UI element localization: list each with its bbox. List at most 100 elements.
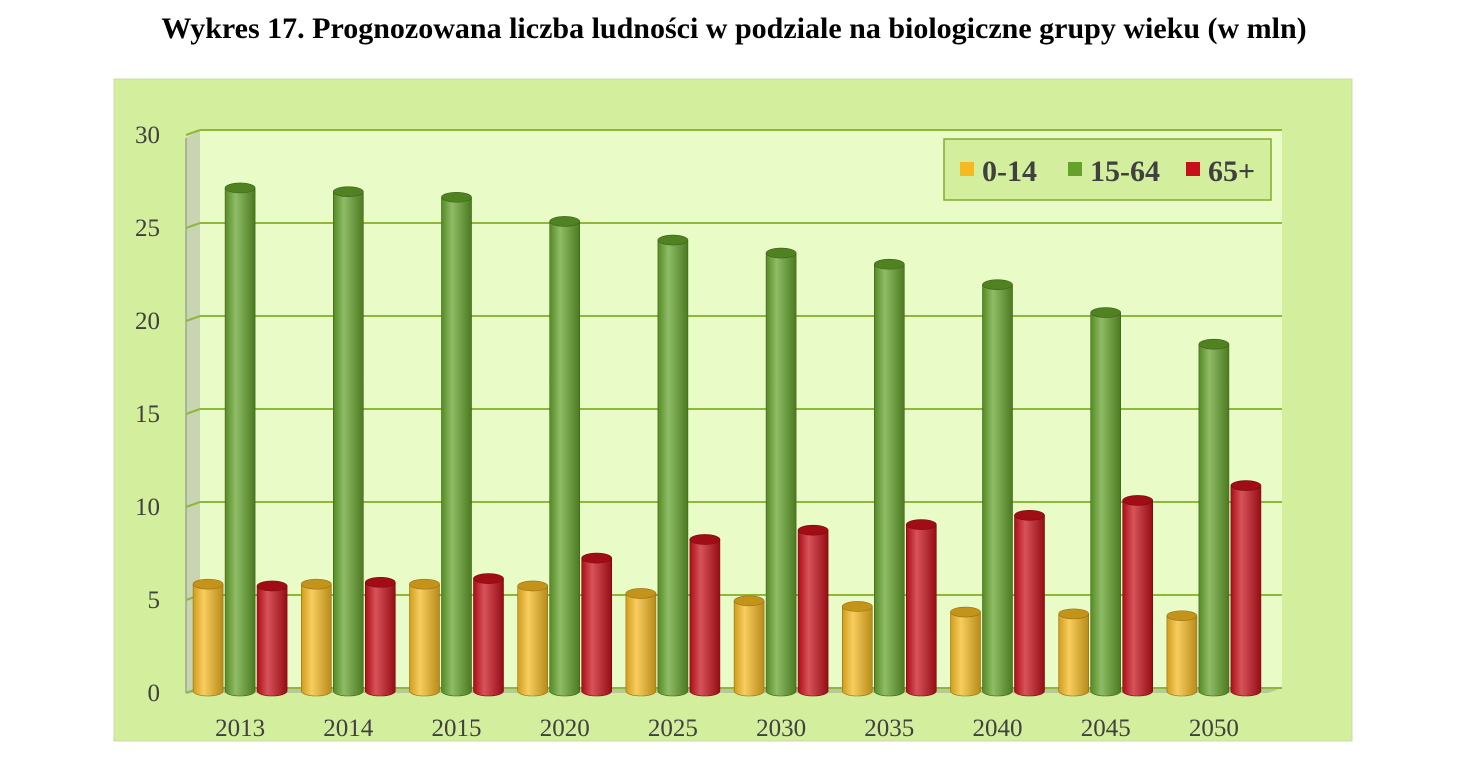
x-tick-label: 2020 (540, 715, 590, 742)
bar-15-64-2050 (1198, 338, 1230, 697)
bar-cap (797, 524, 829, 536)
bar-cap (441, 191, 472, 203)
bar-cap (733, 595, 765, 607)
grid-line-side (185, 408, 201, 415)
bar-body (950, 611, 981, 697)
legend-item-0-14: 0-14 (960, 155, 1037, 188)
bar-body (1166, 615, 1198, 697)
x-tick-label: 2045 (1081, 715, 1131, 742)
bar-body (689, 539, 721, 697)
bar-body (581, 557, 612, 697)
bar-0-14-2025 (625, 588, 657, 697)
x-tick-label: 2040 (973, 715, 1023, 742)
bar-65--2013 (256, 580, 288, 697)
legend-box (943, 138, 1272, 201)
bar-body (517, 585, 548, 697)
bar-body (1198, 343, 1230, 697)
bar-15-64-2025 (657, 234, 689, 697)
bar-15-64-2040 (982, 279, 1013, 697)
y-tick-label: 15 (135, 401, 160, 428)
legend-swatch (1068, 162, 1082, 176)
bar-0-14-2013 (192, 578, 224, 697)
bar-body (1230, 485, 1262, 697)
bar-body (842, 606, 873, 697)
bar-cap (873, 258, 905, 270)
bar-cap (192, 578, 224, 590)
bar-0-14-2050 (1166, 610, 1198, 697)
bar-0-14-2035 (841, 601, 873, 697)
x-axis-ticks: 2013 2014 2015 2020 2025 2030 2035 2040 2045 2050 (215, 715, 1239, 742)
bar-body (874, 263, 905, 697)
y-tick-label: 10 (135, 494, 160, 521)
bar-65--2050 (1230, 480, 1262, 697)
bar-65--2045 (1122, 495, 1153, 697)
legend-swatch (960, 162, 974, 176)
bar-body (1090, 312, 1121, 697)
bar-0-14-2040 (950, 606, 981, 697)
bar-cap (657, 234, 689, 246)
bar-body (333, 191, 364, 697)
bar-65--2035 (905, 519, 937, 697)
x-tick-label: 2035 (864, 715, 914, 742)
bar-cap (364, 576, 396, 588)
bar-cap (905, 519, 937, 530)
bar-15-64-2013 (224, 182, 256, 697)
bar-cap (841, 601, 873, 612)
y-axis-ticks: 0 5 10 15 20 25 30 (135, 122, 160, 707)
bar-body (625, 593, 657, 697)
grid-line-side (185, 315, 201, 322)
bar-65--2025 (689, 534, 721, 697)
bar-cap (765, 247, 797, 259)
bar-body (1122, 500, 1153, 697)
bar-cap (982, 279, 1013, 290)
bar-cap (581, 552, 613, 564)
bar-body (192, 583, 224, 697)
y-tick-label: 30 (135, 122, 160, 149)
bar-cap (1166, 610, 1198, 622)
bar-cap (300, 578, 332, 590)
bar-65--2020 (581, 552, 613, 697)
bar-body (906, 524, 937, 697)
bar-body (982, 284, 1013, 697)
bar-15-64-2035 (873, 258, 905, 697)
bar-body (256, 585, 288, 697)
bar-body (1058, 613, 1089, 697)
bar-body (657, 239, 689, 697)
bar-cap (950, 606, 981, 618)
legend: 0-14 15-64 65+ (943, 138, 1272, 201)
legend-label: 15-64 (1090, 155, 1160, 188)
legend-swatch (1186, 162, 1200, 176)
bar-15-64-2015 (441, 191, 472, 697)
bar-body (765, 252, 797, 697)
bar-cap (1198, 338, 1230, 350)
grid-line-side (185, 129, 201, 136)
bar-cap (332, 186, 364, 197)
bar-0-14-2014 (300, 578, 332, 697)
bar-body (409, 583, 440, 697)
legend-label: 65+ (1208, 155, 1255, 188)
bar-15-64-2020 (549, 216, 581, 697)
legend-item-65-: 65+ (1186, 155, 1255, 188)
bar-cap (224, 182, 256, 194)
bar-body (1014, 515, 1045, 697)
bar-0-14-2015 (409, 578, 440, 697)
bar-cap (1014, 509, 1045, 521)
bar-body (441, 196, 472, 697)
bar-body (549, 221, 580, 697)
bar-cap (256, 580, 288, 592)
x-tick-label: 2030 (756, 715, 806, 742)
grid-line-side (185, 222, 201, 229)
bar-cap (409, 578, 440, 590)
bar-cap (549, 216, 581, 227)
bar-body (473, 578, 504, 697)
bar-body (224, 187, 256, 697)
bar-65--2015 (473, 573, 504, 697)
bar-65--2030 (797, 524, 829, 697)
bar-cap (1122, 495, 1153, 506)
x-tick-label: 2015 (432, 715, 482, 742)
bar-65--2040 (1014, 509, 1045, 697)
grid-line-side (185, 501, 201, 508)
bar-0-14-2020 (517, 580, 549, 697)
y-tick-label: 0 (148, 680, 161, 707)
